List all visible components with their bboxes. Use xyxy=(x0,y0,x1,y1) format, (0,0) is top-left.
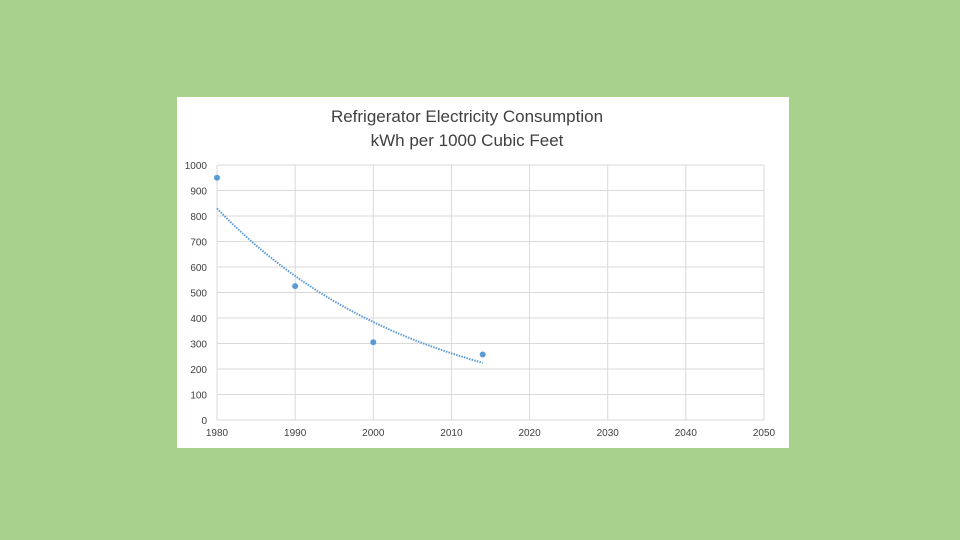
x-tick-label: 1990 xyxy=(284,428,307,439)
y-tick-label: 800 xyxy=(190,212,207,223)
chart-panel: 0 100 200 300 400 500 600 700 800 900 1000 1980 1990… xyxy=(177,97,789,448)
y-tick-label: 500 xyxy=(190,289,207,300)
x-tick-label: 2050 xyxy=(753,428,776,439)
chart-title: Refrigerator Electricity Consumption xyxy=(331,107,603,126)
y-tick-label: 900 xyxy=(190,187,207,198)
y-tick-label: 200 xyxy=(190,365,207,376)
y-tick-label: 0 xyxy=(201,416,207,427)
y-tick-label: 400 xyxy=(190,314,207,325)
y-tick-label: 1000 xyxy=(185,161,208,172)
y-tick-label: 600 xyxy=(190,263,207,274)
y-tick-label: 700 xyxy=(190,238,207,249)
data-point xyxy=(214,174,220,181)
chart-subtitle: kWh per 1000 Cubic Feet xyxy=(371,131,564,150)
x-tick-label: 2030 xyxy=(597,428,620,439)
data-point xyxy=(292,283,299,290)
points-layer xyxy=(214,174,486,358)
trendline xyxy=(216,207,483,364)
chart-svg: 0 100 200 300 400 500 600 700 800 900 1000 1980 1990… xyxy=(185,107,776,439)
x-tick-label: 2020 xyxy=(518,428,541,439)
x-tick-label: 2000 xyxy=(362,428,385,439)
data-point xyxy=(479,351,486,358)
y-tick-label: 300 xyxy=(190,340,207,351)
x-tick-label: 1980 xyxy=(206,428,229,439)
grid-layer xyxy=(216,164,765,421)
axis-labels: 0 100 200 300 400 500 600 700 800 900 1000 1980 1990… xyxy=(185,161,776,439)
y-tick-label: 100 xyxy=(190,391,207,402)
data-point xyxy=(370,339,377,346)
x-tick-label: 2040 xyxy=(675,428,698,439)
x-tick-label: 2010 xyxy=(440,428,463,439)
trend-layer xyxy=(216,207,483,364)
